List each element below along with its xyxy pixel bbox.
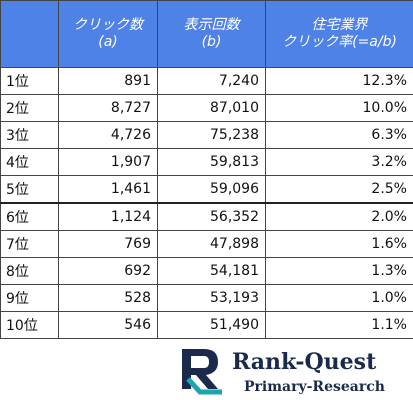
value-cell: 546 [58,311,158,339]
header-text: クリック数 [73,17,143,33]
header-cell: クリック数 (a) [58,0,158,68]
value-cell: 10.0% [265,94,413,122]
header-cell: 表示回数 (b) [157,0,266,68]
table-row: 4位 1,907 59,813 3.2% [0,148,413,176]
value-cell: 53,193 [157,284,266,312]
logo-title: Rank-Quest [232,349,377,375]
logo: Rank-Quest Primary-Research [182,349,385,395]
value-cell: 891 [58,67,158,95]
logo-swoosh [186,377,222,395]
table-row: 8位 692 54,181 1.3% [0,257,413,285]
table-row: 1位 891 7,240 12.3% [0,67,413,95]
table-row: 6位 1,124 56,352 2.0% [0,202,413,231]
table-row: 7位 769 47,898 1.6% [0,230,413,258]
table-row: 9位 528 53,193 1.0% [0,284,413,312]
table-row: 2位 8,727 87,010 10.0% [0,94,413,122]
header-text: クリック率(=a/b) [282,34,397,50]
value-cell: 51,490 [157,311,266,339]
rank-cell: 1位 [0,67,59,95]
rank-cell: 2位 [0,94,59,122]
value-cell: 1,461 [58,175,158,204]
value-cell: 692 [58,257,158,285]
rank-cell: 8位 [0,257,59,285]
value-cell: 4,726 [58,121,158,149]
value-cell: 769 [58,230,158,258]
header-text: (a) [98,34,118,50]
header-text: 住宅業界 [311,17,368,33]
value-cell: 47,898 [157,230,266,258]
value-cell: 1,124 [58,202,158,231]
header-cell [0,0,59,68]
table-body: 1位 891 7,240 12.3% 2位 8,727 87,010 10.0% 3位 4,726… [0,67,413,339]
value-cell: 12.3% [265,67,413,95]
table-row: 5位 1,461 59,096 2.5% [0,175,413,204]
logo-r [182,349,218,389]
value-cell: 1.1% [265,311,413,339]
header-text: 表示回数 [183,17,240,33]
ctr-table: クリック数 (a) 表示回数 (b) 住宅業界 クリック率(=a/b) 1位 891 7,… [0,0,413,339]
rank-cell: 5位 [0,175,59,204]
value-cell: 54,181 [157,257,266,285]
value-cell: 7,240 [157,67,266,95]
value-cell: 1.6% [265,230,413,258]
rank-cell: 10位 [0,311,59,339]
value-cell: 3.2% [265,148,413,176]
value-cell: 1.3% [265,257,413,285]
value-cell: 59,813 [157,148,266,176]
header-cell: 住宅業界 クリック率(=a/b) [265,0,413,68]
value-cell: 1,907 [58,148,158,176]
value-cell: 87,010 [157,94,266,122]
table-row: 10位 546 51,490 1.1% [0,311,413,339]
header-text: (b) [201,34,222,50]
value-cell: 56,352 [157,202,266,231]
logo-subtitle: Primary-Research [244,379,385,395]
value-cell: 8,727 [58,94,158,122]
rank-cell: 6位 [0,202,59,231]
table-row: 3位 4,726 75,238 6.3% [0,121,413,149]
rank-cell: 4位 [0,148,59,176]
rank-cell: 3位 [0,121,59,149]
logo-icon [182,349,222,395]
value-cell: 528 [58,284,158,312]
value-cell: 2.0% [265,202,413,231]
rank-cell: 7位 [0,230,59,258]
rank-cell: 9位 [0,284,59,312]
value-cell: 6.3% [265,121,413,149]
value-cell: 1.0% [265,284,413,312]
header-row: クリック数 (a) 表示回数 (b) 住宅業界 クリック率(=a/b) [0,0,413,68]
value-cell: 2.5% [265,175,413,204]
value-cell: 59,096 [157,175,266,204]
value-cell: 75,238 [157,121,266,149]
